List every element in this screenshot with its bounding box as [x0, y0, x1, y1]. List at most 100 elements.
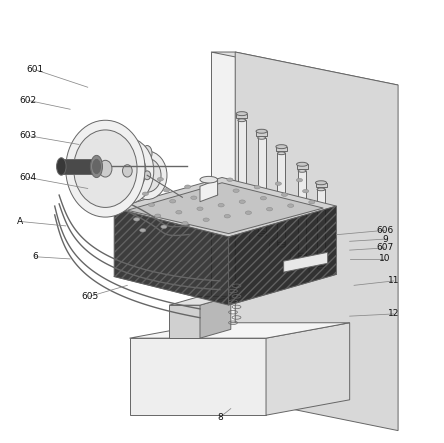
Polygon shape	[200, 180, 218, 202]
Ellipse shape	[281, 193, 288, 196]
Ellipse shape	[239, 200, 246, 203]
Ellipse shape	[266, 207, 273, 211]
Ellipse shape	[238, 225, 246, 227]
Polygon shape	[238, 120, 246, 226]
Ellipse shape	[206, 182, 212, 185]
Ellipse shape	[278, 152, 285, 155]
Ellipse shape	[302, 189, 309, 193]
Ellipse shape	[297, 179, 302, 182]
Ellipse shape	[298, 253, 306, 256]
Ellipse shape	[278, 245, 285, 247]
Text: 602: 602	[20, 96, 37, 105]
Text: 604: 604	[20, 173, 37, 182]
Ellipse shape	[258, 231, 266, 234]
Ellipse shape	[276, 145, 287, 149]
Ellipse shape	[224, 214, 230, 218]
Ellipse shape	[143, 163, 152, 179]
Text: 11: 11	[388, 276, 400, 285]
Polygon shape	[256, 131, 267, 136]
Polygon shape	[200, 296, 231, 338]
Ellipse shape	[91, 155, 103, 178]
Ellipse shape	[200, 176, 218, 183]
Ellipse shape	[143, 192, 148, 195]
Ellipse shape	[317, 264, 325, 267]
Ellipse shape	[288, 204, 294, 207]
Ellipse shape	[203, 218, 209, 222]
Ellipse shape	[260, 196, 266, 200]
Ellipse shape	[191, 196, 197, 199]
Ellipse shape	[144, 171, 151, 180]
Ellipse shape	[218, 203, 224, 207]
Polygon shape	[316, 183, 327, 187]
Ellipse shape	[182, 222, 188, 225]
Ellipse shape	[109, 148, 146, 194]
Ellipse shape	[254, 186, 260, 189]
Ellipse shape	[136, 181, 143, 185]
Polygon shape	[61, 159, 94, 175]
Ellipse shape	[236, 112, 247, 116]
Polygon shape	[298, 171, 306, 256]
Polygon shape	[276, 147, 287, 151]
Polygon shape	[143, 153, 152, 171]
Ellipse shape	[66, 120, 145, 217]
Ellipse shape	[99, 160, 112, 177]
Text: 6: 6	[32, 252, 38, 261]
Ellipse shape	[258, 233, 266, 236]
Text: 605: 605	[81, 292, 99, 301]
Ellipse shape	[275, 182, 281, 186]
Polygon shape	[211, 52, 398, 85]
Ellipse shape	[163, 188, 170, 192]
Text: 603: 603	[20, 131, 37, 140]
Ellipse shape	[123, 165, 132, 177]
Polygon shape	[114, 208, 229, 305]
Ellipse shape	[298, 170, 306, 172]
Ellipse shape	[134, 218, 140, 221]
Polygon shape	[127, 183, 323, 233]
Ellipse shape	[278, 242, 285, 245]
Ellipse shape	[238, 222, 246, 225]
Polygon shape	[317, 189, 325, 268]
Text: 607: 607	[376, 243, 393, 253]
Ellipse shape	[256, 129, 267, 133]
Ellipse shape	[133, 158, 161, 192]
Ellipse shape	[212, 192, 218, 196]
Polygon shape	[114, 178, 337, 237]
Text: 606: 606	[376, 226, 393, 235]
Polygon shape	[229, 206, 337, 305]
Polygon shape	[236, 114, 247, 118]
Polygon shape	[169, 296, 231, 305]
Ellipse shape	[101, 138, 154, 204]
Polygon shape	[130, 323, 350, 338]
Text: 10: 10	[379, 254, 391, 264]
Ellipse shape	[258, 136, 266, 139]
Polygon shape	[130, 338, 266, 415]
Ellipse shape	[161, 225, 167, 229]
Ellipse shape	[140, 229, 146, 232]
Ellipse shape	[197, 207, 203, 210]
Text: 9: 9	[382, 235, 388, 244]
Ellipse shape	[238, 119, 246, 122]
Ellipse shape	[176, 210, 182, 214]
Ellipse shape	[148, 203, 155, 206]
Ellipse shape	[233, 189, 239, 192]
Polygon shape	[258, 138, 266, 235]
Ellipse shape	[316, 181, 327, 185]
Text: 8: 8	[217, 413, 223, 422]
Text: 601: 601	[26, 65, 44, 74]
Polygon shape	[284, 253, 328, 272]
Polygon shape	[169, 305, 200, 338]
Ellipse shape	[185, 185, 191, 188]
Ellipse shape	[91, 159, 98, 174]
Polygon shape	[297, 164, 308, 169]
Polygon shape	[211, 52, 235, 397]
Text: 12: 12	[388, 310, 399, 319]
Ellipse shape	[317, 266, 325, 269]
Ellipse shape	[298, 255, 306, 258]
Ellipse shape	[56, 158, 66, 175]
Ellipse shape	[93, 159, 100, 174]
Polygon shape	[235, 52, 398, 431]
Ellipse shape	[170, 199, 176, 203]
Ellipse shape	[143, 146, 152, 161]
Ellipse shape	[227, 178, 233, 182]
Ellipse shape	[127, 151, 167, 199]
